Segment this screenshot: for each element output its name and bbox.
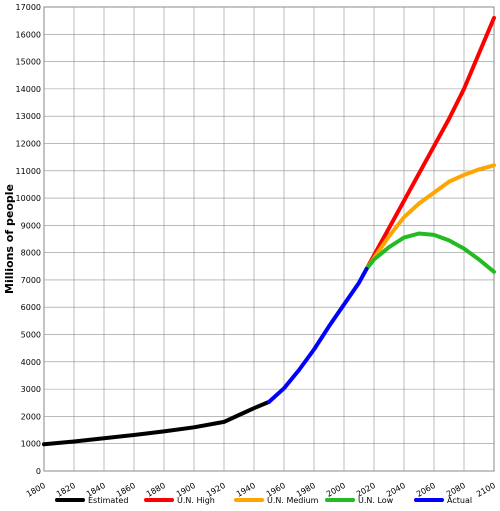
- y-tick-label: 17000: [16, 3, 41, 12]
- x-tick-label: 1880: [145, 481, 167, 499]
- series-line-u-n-high: [364, 15, 496, 271]
- x-tick-label: 2000: [325, 481, 347, 499]
- y-tick-label: 2000: [21, 412, 41, 421]
- x-tick-label: 1820: [55, 481, 77, 499]
- series-line-actual: [267, 267, 369, 404]
- y-axis-ticks: 0 1000 2000 3000 4000 5000 6000 7000 8000 9000 100…: [16, 3, 41, 476]
- grid: [43, 6, 495, 472]
- y-tick-label: 9000: [21, 221, 41, 230]
- legend-label-u-n-low: U.N. Low: [358, 496, 394, 505]
- legend: Estimated U.N. High U.N. Medium U.N. Low Act…: [55, 496, 472, 505]
- y-tick-label: 16000: [16, 30, 41, 39]
- x-tick-label: 1800: [25, 481, 47, 499]
- y-tick-label: 4000: [21, 358, 41, 367]
- y-tick-label: 12000: [16, 139, 41, 148]
- series-line-u-n-medium: [364, 163, 496, 271]
- series-line-estimated: [42, 399, 271, 447]
- y-tick-label: 13000: [16, 112, 41, 121]
- y-tick-label: 3000: [21, 385, 41, 394]
- y-tick-label: 11000: [16, 167, 41, 176]
- legend-label-estimated: Estimated: [88, 496, 128, 505]
- y-tick-label: 14000: [16, 85, 41, 94]
- y-tick-label: 7000: [21, 276, 41, 285]
- x-tick-label: 2100: [475, 481, 497, 499]
- y-tick-label: 8000: [21, 249, 41, 258]
- y-tick-label: 5000: [21, 331, 41, 340]
- legend-label-u-n-high: U.N. High: [177, 496, 215, 505]
- y-tick-label: 10000: [16, 194, 41, 203]
- series-lines: [42, 15, 496, 447]
- y-tick-label: 6000: [21, 303, 41, 312]
- series-line-u-n-low: [364, 231, 496, 274]
- legend-label-actual: Actual: [447, 496, 472, 505]
- y-axis-label: Millions of people: [3, 184, 16, 294]
- y-tick-label: 15000: [16, 58, 41, 67]
- y-tick-label: 1000: [21, 440, 41, 449]
- legend-label-u-n-medium: U.N. Medium: [267, 496, 319, 505]
- x-tick-label: 1940: [235, 481, 257, 499]
- y-tick-label: 0: [36, 467, 41, 476]
- x-tick-label: 2060: [415, 481, 437, 499]
